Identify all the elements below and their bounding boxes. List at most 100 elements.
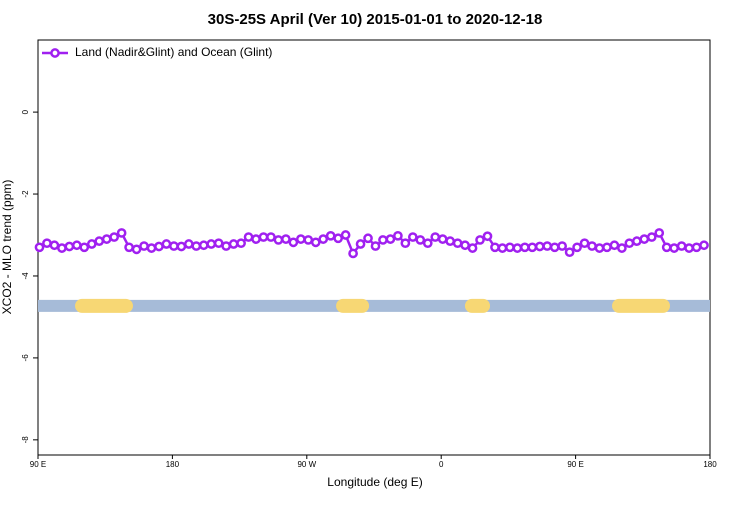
data-point xyxy=(631,236,642,247)
data-point xyxy=(169,241,179,251)
data-point xyxy=(691,242,702,253)
data-point xyxy=(684,243,694,253)
data-point xyxy=(475,235,485,245)
data-point xyxy=(407,232,418,242)
data-point xyxy=(594,243,605,253)
data-point xyxy=(243,232,254,242)
data-point xyxy=(281,234,291,244)
data-point xyxy=(363,233,373,244)
data-point xyxy=(124,242,134,253)
data-point xyxy=(579,238,590,249)
data-point xyxy=(355,239,366,249)
land-segment xyxy=(464,298,491,313)
data-point xyxy=(437,234,448,244)
data-point xyxy=(139,241,149,251)
data-point xyxy=(228,239,239,249)
data-point xyxy=(527,242,538,253)
data-point xyxy=(385,234,396,244)
data-point xyxy=(699,240,709,251)
data-point xyxy=(42,238,52,249)
data-point xyxy=(146,243,157,253)
data-point xyxy=(221,241,232,251)
x-tick-label: 180 xyxy=(703,460,717,469)
data-point xyxy=(310,237,321,248)
x-tick-label: 90 E xyxy=(567,460,583,469)
data-point xyxy=(191,241,202,251)
data-point xyxy=(131,244,142,255)
data-point xyxy=(490,242,500,253)
data-point xyxy=(497,243,508,253)
data-point xyxy=(602,242,612,253)
data-point xyxy=(236,238,246,249)
data-point xyxy=(213,238,224,249)
data-point xyxy=(101,234,112,244)
data-point xyxy=(549,242,560,253)
x-tick-label: 90 E xyxy=(30,460,46,469)
surface-band xyxy=(38,299,710,312)
data-point xyxy=(273,235,284,245)
data-point xyxy=(333,233,344,244)
data-point xyxy=(116,228,127,238)
data-point xyxy=(534,241,545,252)
data-point xyxy=(587,241,597,251)
data-point xyxy=(400,238,411,249)
data-point xyxy=(572,242,582,253)
data-point xyxy=(266,232,276,242)
data-point xyxy=(370,241,381,251)
chart-title: 30S-25S April (Ver 10) 2015-01-01 to 202… xyxy=(208,11,543,28)
data-point xyxy=(460,240,470,251)
data-point xyxy=(251,234,261,244)
data-point xyxy=(94,236,105,247)
data-point xyxy=(325,230,336,241)
data-point xyxy=(430,232,441,242)
data-point xyxy=(445,236,456,247)
data-point xyxy=(64,241,75,252)
data-point xyxy=(71,240,82,251)
data-point xyxy=(415,235,426,245)
data-point xyxy=(340,230,351,240)
data-point xyxy=(639,234,650,244)
legend-swatch-marker xyxy=(50,48,60,58)
data-point xyxy=(519,242,530,253)
data-point xyxy=(676,241,687,251)
data-point xyxy=(393,230,403,241)
data-point xyxy=(49,240,60,251)
data-point xyxy=(288,237,299,248)
data-point xyxy=(161,239,172,249)
data-point xyxy=(348,248,358,259)
data-point xyxy=(303,235,314,245)
data-point xyxy=(258,232,269,242)
y-tick-label: -4 xyxy=(21,272,30,280)
data-point xyxy=(206,239,217,249)
x-tick-label: 180 xyxy=(166,460,180,469)
data-point xyxy=(564,247,575,258)
data-point xyxy=(176,241,187,252)
land-segment xyxy=(336,298,370,313)
data-point xyxy=(183,239,194,249)
data-point xyxy=(57,243,67,253)
data-point xyxy=(624,238,635,249)
data-point xyxy=(109,232,120,242)
data-point xyxy=(661,242,672,253)
data-point xyxy=(669,243,680,253)
data-point xyxy=(557,241,568,251)
data-point xyxy=(452,238,463,249)
data-point xyxy=(654,228,665,238)
legend-label: Land (Nadir&Glint) and Ocean (Glint) xyxy=(75,45,272,59)
data-point xyxy=(79,242,90,253)
y-tick-label: 0 xyxy=(21,109,30,114)
x-tick-label: 0 xyxy=(439,460,444,469)
y-axis-label: XCO2 - MLO trend (ppm) xyxy=(0,180,14,315)
data-point xyxy=(646,232,657,242)
data-point xyxy=(482,231,493,242)
data-point xyxy=(295,234,306,244)
data-point xyxy=(378,235,388,245)
land-segment xyxy=(75,298,133,313)
data-point xyxy=(198,240,209,251)
land-segment xyxy=(612,298,670,313)
data-point xyxy=(505,242,515,253)
y-tick-label: -8 xyxy=(21,436,30,444)
data-point xyxy=(422,238,433,249)
